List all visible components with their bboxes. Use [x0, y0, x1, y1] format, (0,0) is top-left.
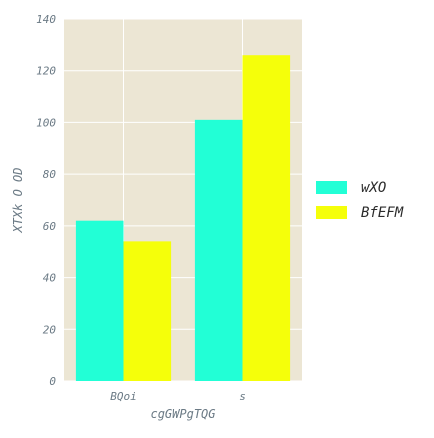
x-axis-label: cgGWPgTQG: [150, 407, 215, 421]
bar-wXO-s: [194, 119, 243, 381]
y-tick-label: 0: [49, 375, 56, 388]
y-tick-label: 140: [36, 13, 56, 26]
y-tick-labels: 0 20 40 60 80 100 120 140: [36, 13, 56, 388]
legend-swatch: [316, 181, 347, 194]
bars: [75, 55, 291, 381]
legend: wXO BfEFM: [316, 180, 404, 221]
legend-swatch: [316, 206, 347, 219]
legend-label: wXO: [361, 180, 386, 196]
x-tick-label: s: [239, 390, 246, 403]
x-tick-label: BQoi: [110, 390, 137, 403]
bar-BfEFM-BQoi: [123, 241, 172, 381]
y-tick-label: 20: [43, 323, 57, 336]
bar-BfEFM-s: [242, 55, 291, 381]
bar-wXO-BQoi: [75, 220, 124, 381]
y-tick-label: 120: [36, 65, 56, 78]
y-tick-label: 60: [43, 220, 57, 233]
y-tick-label: 80: [43, 168, 57, 181]
x-tick-labels: BQoi s: [110, 390, 246, 403]
legend-label: BfEFM: [361, 205, 404, 221]
y-tick-label: 40: [43, 272, 57, 285]
y-axis-label: XTXk O OD: [11, 167, 25, 233]
y-tick-label: 100: [36, 116, 56, 129]
